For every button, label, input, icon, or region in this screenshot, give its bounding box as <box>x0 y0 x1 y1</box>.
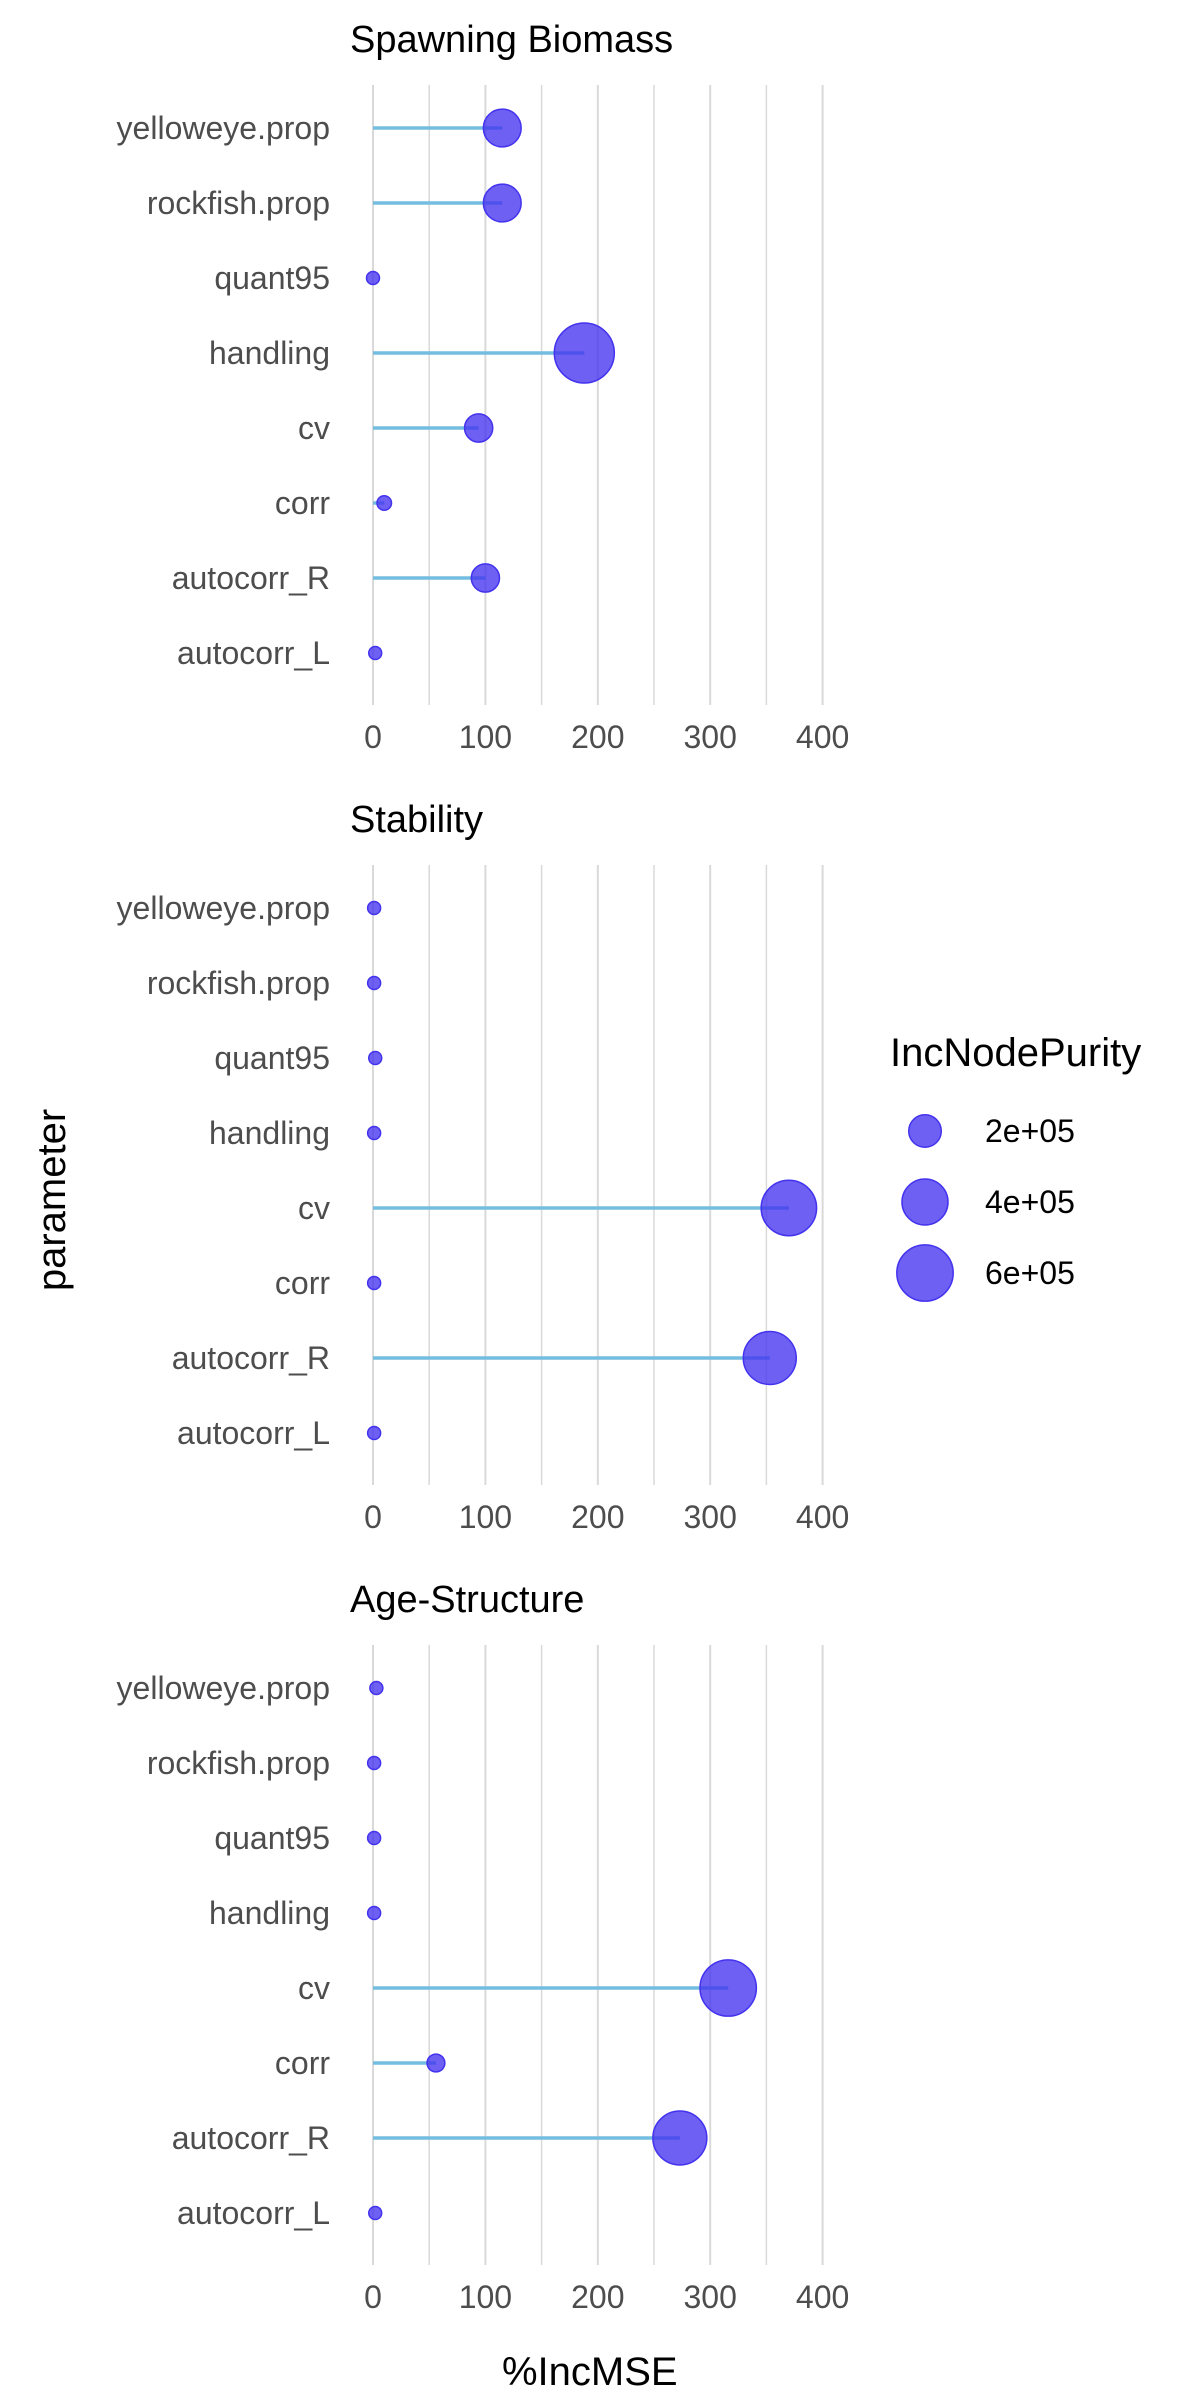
x-tick-label: 200 <box>571 2279 624 2315</box>
category-label: cv <box>298 1970 330 2006</box>
lollipop-point <box>699 1959 758 2017</box>
legend-size-key <box>901 1178 949 1226</box>
lollipop-point <box>463 413 494 443</box>
legend-size-key <box>896 1244 954 1302</box>
category-label: autocorr_L <box>177 635 330 671</box>
x-tick-label: 100 <box>459 2279 512 2315</box>
category-label: quant95 <box>214 1820 330 1856</box>
category-label: autocorr_L <box>177 2195 330 2231</box>
lollipop-point <box>760 1179 818 1237</box>
legend-label: 4e+05 <box>985 1184 1075 1220</box>
category-label: corr <box>275 2045 330 2081</box>
x-tick-label: 0 <box>364 2279 382 2315</box>
category-label: yelloweye.prop <box>117 110 330 146</box>
x-tick-label: 400 <box>796 1499 849 1535</box>
lollipop-point <box>365 270 381 286</box>
lollipop-point <box>482 108 522 148</box>
lollipop-point <box>470 563 501 593</box>
category-label: autocorr_R <box>172 2120 330 2156</box>
category-label: autocorr_R <box>172 560 330 596</box>
category-label: corr <box>275 485 330 521</box>
panel-title: Age-Structure <box>350 1579 584 1621</box>
lollipop-point <box>367 2205 383 2221</box>
x-tick-label: 0 <box>364 719 382 755</box>
category-label: rockfish.prop <box>147 1745 330 1781</box>
legend-label: 6e+05 <box>985 1255 1075 1291</box>
lollipop-point <box>366 1830 382 1846</box>
lollipop-point <box>376 494 393 512</box>
category-label: cv <box>298 1190 330 1226</box>
category-label: quant95 <box>214 260 330 296</box>
y-axis-title: parameter <box>30 1109 74 1291</box>
category-label: yelloweye.prop <box>117 890 330 926</box>
x-tick-label: 100 <box>459 1499 512 1535</box>
lollipop-point <box>366 1905 382 1921</box>
category-label: quant95 <box>214 1040 330 1076</box>
category-label: handling <box>209 1895 330 1931</box>
legend-size-key <box>907 1113 943 1149</box>
x-tick-label: 200 <box>571 719 624 755</box>
x-tick-label: 300 <box>684 2279 737 2315</box>
category-label: handling <box>209 335 330 371</box>
lollipop-point <box>366 975 382 991</box>
x-tick-label: 400 <box>796 2279 849 2315</box>
lollipop-point <box>742 1330 798 1386</box>
lollipop-point <box>426 2053 446 2073</box>
legend-label: 2e+05 <box>985 1113 1075 1149</box>
lollipop-point <box>366 1755 382 1771</box>
category-label: corr <box>275 1265 330 1301</box>
x-tick-label: 100 <box>459 719 512 755</box>
lollipop-point <box>482 183 522 223</box>
lollipop-point <box>553 322 616 384</box>
x-tick-label: 200 <box>571 1499 624 1535</box>
lollipop-point <box>366 1275 382 1291</box>
category-label: yelloweye.prop <box>117 1670 330 1706</box>
category-label: rockfish.prop <box>147 185 330 221</box>
lollipop-point <box>369 1680 384 1696</box>
panel-title: Stability <box>350 799 483 841</box>
panel-title: Spawning Biomass <box>350 19 673 61</box>
category-label: handling <box>209 1115 330 1151</box>
x-tick-label: 0 <box>364 1499 382 1535</box>
lollipop-point <box>366 1125 382 1141</box>
category-label: autocorr_R <box>172 1340 330 1376</box>
x-axis-title: %IncMSE <box>502 2350 678 2394</box>
category-label: autocorr_L <box>177 1415 330 1451</box>
lollipop-point <box>366 1425 382 1441</box>
category-label: rockfish.prop <box>147 965 330 1001</box>
lollipop-point <box>652 2110 708 2166</box>
x-tick-label: 300 <box>684 719 737 755</box>
category-label: cv <box>298 410 330 446</box>
lollipop-point <box>367 645 383 661</box>
lollipop-point <box>366 900 382 916</box>
legend-title: IncNodePurity <box>890 1031 1141 1075</box>
lollipop-point <box>367 1050 383 1066</box>
x-tick-label: 300 <box>684 1499 737 1535</box>
x-tick-label: 400 <box>796 719 849 755</box>
